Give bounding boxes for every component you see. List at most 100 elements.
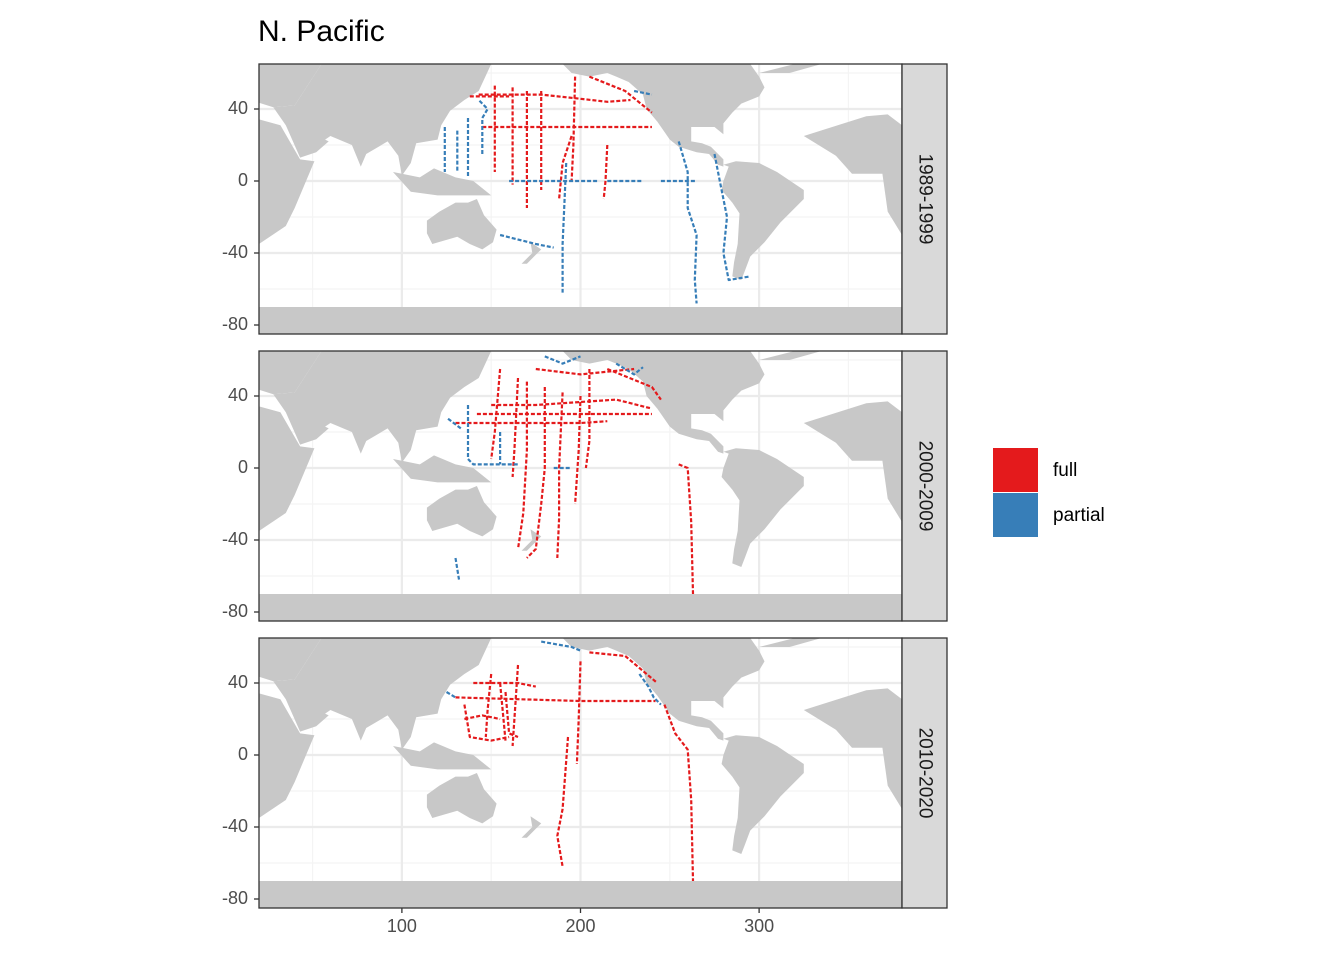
track-full bbox=[463, 704, 510, 742]
track-partial bbox=[477, 99, 489, 154]
facet-strip bbox=[901, 350, 948, 622]
track-full bbox=[491, 398, 653, 410]
y-tick-label: -80 bbox=[222, 314, 248, 334]
land-south-america bbox=[721, 161, 804, 280]
track-full bbox=[556, 736, 570, 867]
land-antarctica bbox=[259, 307, 902, 334]
land-south-america bbox=[721, 735, 804, 854]
y-tick-label: 40 bbox=[228, 385, 248, 405]
land-greenland bbox=[759, 351, 822, 360]
track-full bbox=[484, 673, 493, 738]
land-greenland bbox=[759, 64, 822, 73]
track-full bbox=[589, 651, 659, 684]
track-partial bbox=[561, 162, 568, 293]
land-north-america bbox=[562, 638, 765, 741]
y-tick-label: 0 bbox=[238, 170, 248, 190]
x-tick-label: 300 bbox=[744, 916, 774, 936]
legend-label-full: full bbox=[1053, 460, 1077, 481]
land-australia bbox=[426, 486, 497, 537]
track-partial bbox=[633, 89, 653, 96]
land-antarctica bbox=[259, 881, 902, 908]
land-new-zealand bbox=[521, 816, 542, 838]
facet-label: 2000-2009 bbox=[914, 441, 935, 532]
y-tick-label: -80 bbox=[222, 601, 248, 621]
track-full bbox=[558, 135, 573, 200]
land-south-america bbox=[721, 448, 804, 567]
track-partial bbox=[638, 673, 662, 706]
land-indonesia bbox=[393, 455, 492, 483]
land-greenland bbox=[759, 638, 822, 647]
track-full bbox=[455, 420, 608, 425]
land-africa bbox=[259, 406, 315, 531]
legend-label-partial: partial bbox=[1053, 505, 1105, 526]
facet-label: 1989-1999 bbox=[914, 154, 935, 245]
y-tick-label: 40 bbox=[228, 672, 248, 692]
y-tick-label: 40 bbox=[228, 98, 248, 118]
facet-panel: 1989-1999 40 0 -40 -80 bbox=[222, 63, 948, 335]
track-full bbox=[606, 367, 662, 401]
track-full bbox=[678, 463, 695, 595]
track-partial bbox=[544, 355, 581, 365]
track-partial bbox=[499, 233, 554, 249]
land-asia bbox=[259, 351, 492, 463]
land-africa bbox=[259, 119, 315, 244]
track-partial bbox=[466, 405, 518, 466]
y-tick-label: 0 bbox=[238, 457, 248, 477]
track-full bbox=[570, 76, 577, 182]
land-indonesia bbox=[393, 742, 492, 770]
track-full bbox=[473, 681, 537, 688]
y-tick-label: 0 bbox=[238, 744, 248, 764]
land-africa-east bbox=[803, 114, 902, 235]
track-full bbox=[602, 144, 609, 200]
facet-panel: 2010-2020 40 0 -40 -80 bbox=[222, 637, 948, 909]
land-antarctica bbox=[259, 594, 902, 621]
track-full bbox=[455, 696, 656, 703]
track-partial bbox=[454, 557, 461, 580]
legend-key-full bbox=[993, 448, 1038, 492]
land-north-america bbox=[562, 351, 765, 454]
track-full bbox=[535, 367, 635, 376]
land-new-zealand bbox=[521, 242, 542, 264]
land-north-america bbox=[562, 64, 765, 167]
track-full bbox=[499, 682, 507, 741]
land-asia bbox=[259, 64, 492, 176]
land-europe bbox=[259, 64, 322, 108]
track-full bbox=[575, 661, 582, 765]
track-full bbox=[478, 93, 631, 103]
x-tick-label: 100 bbox=[387, 916, 417, 936]
track-full bbox=[663, 704, 695, 882]
land-indonesia bbox=[393, 168, 492, 196]
x-tick-label: 200 bbox=[565, 916, 595, 936]
track-full bbox=[516, 381, 528, 550]
land-new-zealand bbox=[521, 529, 542, 551]
track-partial bbox=[615, 362, 644, 376]
track-full bbox=[556, 392, 564, 559]
land-africa bbox=[259, 693, 315, 818]
y-tick-label: -40 bbox=[222, 529, 248, 549]
track-full bbox=[511, 377, 520, 478]
facet-strip bbox=[901, 63, 948, 335]
track-full bbox=[490, 368, 502, 460]
track-partial bbox=[445, 691, 457, 699]
track-full bbox=[574, 395, 582, 505]
track-full bbox=[526, 387, 546, 559]
legend-key-partial bbox=[993, 493, 1038, 537]
track-partial bbox=[541, 640, 581, 652]
track-full bbox=[588, 75, 653, 114]
facet-strip bbox=[901, 637, 948, 909]
land-africa-east bbox=[803, 688, 902, 809]
facet-label: 2010-2020 bbox=[914, 728, 935, 819]
land-australia bbox=[426, 199, 497, 250]
y-tick-label: -40 bbox=[222, 816, 248, 836]
chart-title: N. Pacific bbox=[258, 15, 385, 48]
y-tick-label: -40 bbox=[222, 242, 248, 262]
land-europe bbox=[259, 351, 322, 395]
track-full bbox=[464, 714, 501, 721]
track-partial bbox=[445, 416, 462, 430]
legend: full partial bbox=[993, 448, 1105, 537]
land-africa-east bbox=[803, 401, 902, 522]
track-partial bbox=[677, 141, 698, 304]
track-full bbox=[504, 691, 519, 739]
facet-panel: 2000-2009 40 0 -40 -80 bbox=[222, 350, 948, 622]
